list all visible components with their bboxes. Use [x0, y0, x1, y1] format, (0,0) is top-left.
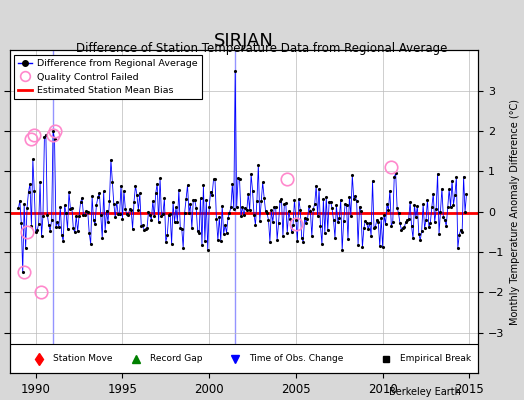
Text: Record Gap: Record Gap [150, 354, 203, 364]
Bar [10, 344, 478, 373]
Text: Station Move: Station Move [53, 354, 113, 364]
Text: Difference of Station Temperature Data from Regional Average: Difference of Station Temperature Data f… [77, 42, 447, 55]
Text: Empirical Break: Empirical Break [400, 354, 471, 364]
Title: SIRJAN: SIRJAN [214, 32, 274, 50]
Text: Time of Obs. Change: Time of Obs. Change [249, 354, 343, 364]
Legend: Difference from Regional Average, Quality Control Failed, Estimated Station Mean: Difference from Regional Average, Qualit… [15, 55, 202, 99]
Text: Berkeley Earth: Berkeley Earth [389, 387, 461, 397]
Y-axis label: Monthly Temperature Anomaly Difference (°C): Monthly Temperature Anomaly Difference (… [510, 99, 520, 325]
